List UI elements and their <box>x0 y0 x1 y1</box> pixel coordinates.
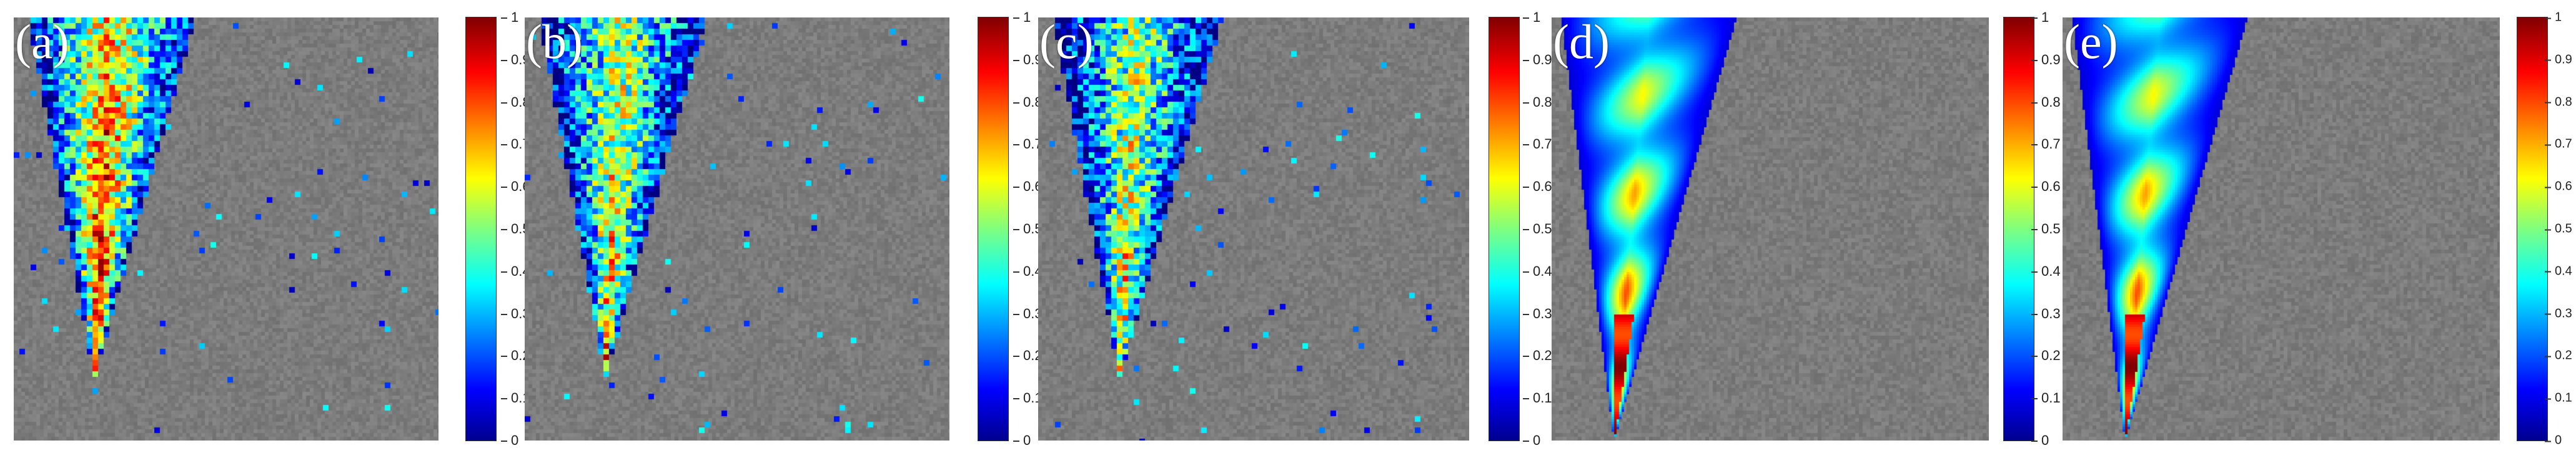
colorbar-tick-label: 0.6 <box>2031 178 2061 195</box>
heatmap-e <box>2063 17 2500 441</box>
colorbar-tick-label: 0.1 <box>2031 390 2061 406</box>
colorbar-tick-label: 0.1 <box>1523 390 1552 406</box>
colorbar-tick-label: 0.5 <box>2031 221 2061 236</box>
colorbar-tick-label: 0.6 <box>2545 179 2572 193</box>
colorbar-tick-label: 0.8 <box>2545 95 2572 109</box>
colorbar-e <box>2517 17 2548 441</box>
colorbar-tick-label: 0.7 <box>1523 136 1552 152</box>
colorbar-tick-label: 0 <box>1013 432 1031 448</box>
colorbar-tick-label: 0.8 <box>2031 94 2061 110</box>
colorbar-tick-label: 0.9 <box>1523 51 1552 67</box>
colorbar-tick-label: 0.1 <box>2545 391 2572 405</box>
panel-label-d: (d) <box>1553 17 1610 69</box>
colorbar-tick-label: 1 <box>2031 9 2049 25</box>
colorbar-b <box>978 17 1009 441</box>
colorbar-tick-label: 0.9 <box>2031 51 2061 67</box>
colorbar-tick-label: 0.4 <box>2545 264 2572 278</box>
colorbar-tick-label: 0.2 <box>1523 348 1552 364</box>
colorbar-tick-label: 0.8 <box>1523 94 1552 110</box>
colorbar-tick-label: 0 <box>500 432 519 448</box>
panel-label-a: (a) <box>15 17 69 69</box>
panel-label-e: (e) <box>2064 17 2118 69</box>
panel-e: (e) <box>2063 17 2500 441</box>
colorbar-tick-label: 0 <box>2031 432 2049 448</box>
colorbar-tick-label: 0.4 <box>1523 263 1552 279</box>
colorbar-tick-label: 0.4 <box>2031 263 2061 279</box>
colorbar-tick-label: 0.2 <box>2545 348 2572 363</box>
panel-label-c: (c) <box>1039 17 1094 69</box>
colorbar-d <box>2003 17 2034 441</box>
colorbar-tick-label: 1 <box>1013 9 1031 25</box>
colorbar-tick-label: 0.5 <box>1523 221 1552 236</box>
colorbar-tick-label: 0.7 <box>2545 137 2572 151</box>
heatmap-b <box>525 17 949 441</box>
colorbar-tick-label: 0.5 <box>2545 222 2572 236</box>
colorbar-tick-label: 0.6 <box>1523 178 1552 195</box>
colorbar-tick-label: 1 <box>2544 10 2562 24</box>
panel-a: (a) <box>14 17 438 441</box>
colorbar-tick-label: 0.3 <box>2545 306 2572 321</box>
colorbar-tick-label: 0.9 <box>2545 52 2572 67</box>
colorbar-tick-label: 0 <box>2544 433 2562 447</box>
colorbar-tick-label: 0.7 <box>2031 136 2061 152</box>
colorbar-c <box>1489 17 1520 441</box>
colorbar-tick-label: 0 <box>1522 432 1541 448</box>
colorbar-ticks-c: 0 0.1 0.2 0.3 0.4 0.5 0.6 0.7 0.8 0.9 1 <box>1522 9 1570 448</box>
colorbar-a <box>465 17 497 441</box>
colorbar-tick-label: 1 <box>1522 9 1541 25</box>
colorbar-tick-label: 1 <box>500 9 519 25</box>
colorbar-tick-label: 0.2 <box>2031 348 2061 364</box>
heatmap-a <box>14 17 438 441</box>
colorbar-tick-label: 0.3 <box>2031 305 2061 321</box>
heatmap-d <box>1552 17 1989 441</box>
panel-b: (b) <box>525 17 949 441</box>
panel-c: (c) <box>1038 17 1469 441</box>
panel-d: (d) <box>1552 17 1989 441</box>
panel-label-b: (b) <box>526 17 583 69</box>
colorbar-tick-label: 0.3 <box>1523 305 1552 321</box>
colorbar-ticks-d-left: 0 0.1 0.2 0.3 0.4 0.5 0.6 0.7 0.8 0.9 1 <box>2031 9 2079 448</box>
colorbar-ticks-e: 0 0.1 0.2 0.3 0.4 0.5 0.6 0.7 0.8 0.9 1 <box>2544 11 2576 447</box>
heatmap-c <box>1038 17 1469 441</box>
